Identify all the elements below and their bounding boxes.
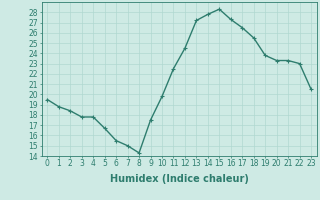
X-axis label: Humidex (Indice chaleur): Humidex (Indice chaleur) (110, 174, 249, 184)
